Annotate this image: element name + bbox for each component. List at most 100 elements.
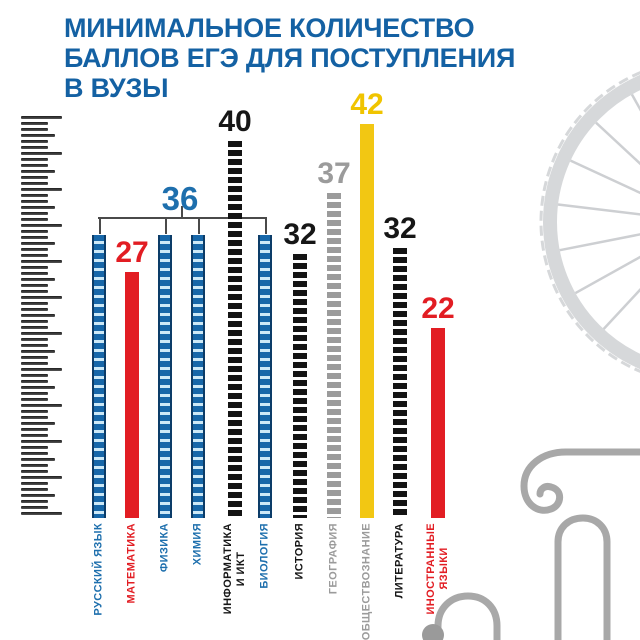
ruler-tick (21, 182, 48, 186)
axis-label-literature: ЛИТЕРАТУРА (393, 523, 406, 599)
ruler-tick (21, 494, 55, 498)
ruler-tick (21, 140, 48, 144)
value-label-literature: 32 (383, 212, 417, 245)
bar-geography (327, 193, 341, 518)
ruler-tick (21, 200, 48, 204)
ruler-tick (21, 272, 48, 276)
ruler-tick (21, 398, 48, 402)
ruler-tick (21, 242, 55, 246)
ruler-tick (21, 152, 62, 156)
bar-mathematics (125, 272, 139, 518)
ruler-tick (21, 146, 48, 150)
title-line-3: В ВУЗЫ (64, 73, 169, 103)
bar-foreign-languages (431, 328, 445, 518)
ruler-tick (21, 446, 48, 450)
wheel-spoke (595, 121, 640, 166)
bar-biology (258, 235, 272, 518)
ruler-tick (21, 224, 62, 228)
ruler-tick (21, 134, 55, 138)
ruler-icon (21, 116, 66, 520)
ruler-tick (21, 170, 55, 174)
wheel-spoke (557, 203, 640, 216)
bar-chemistry (191, 235, 205, 518)
axis-label-history: ИСТОРИЯ (293, 523, 306, 580)
axis-label-geography: ГЕОГРАФИЯ (327, 523, 340, 595)
ruler-tick (21, 236, 48, 240)
ruler-tick (21, 422, 55, 426)
ruler-tick (21, 212, 48, 216)
ruler-tick (21, 482, 48, 486)
ruler-tick (21, 176, 48, 180)
ruler-tick (21, 374, 48, 378)
ruler-tick (21, 326, 48, 330)
wheel-spoke (602, 288, 640, 330)
ruler-tick (21, 248, 48, 252)
ruler-tick (21, 188, 62, 192)
value-label-mathematics: 27 (115, 236, 149, 269)
ruler-tick (21, 338, 48, 342)
bracket-horizontal (98, 217, 266, 219)
bar-physics (158, 235, 172, 518)
bar-social-studies (360, 124, 374, 518)
ruler-tick (21, 392, 48, 396)
axis-label-physics: ФИЗИКА (158, 523, 171, 573)
ruler-tick (21, 158, 48, 162)
ruler-tick (21, 260, 62, 264)
bracket-drop (198, 217, 200, 234)
axis-label-biology: БИОЛОГИЯ (258, 523, 271, 589)
value-label-informatics-ict: 40 (218, 105, 252, 138)
axis-label-russian-language: РУССКИЙ ЯЗЫК (92, 523, 105, 616)
bracket-drop (265, 217, 267, 234)
ruler-tick (21, 302, 48, 306)
wheel-spoke (570, 159, 640, 195)
value-label-social-studies: 42 (350, 88, 384, 121)
ruler-tick (21, 362, 48, 366)
bicycle-wheel-icon (539, 71, 640, 373)
ruler-tick (21, 164, 48, 168)
ruler-tick (21, 314, 55, 318)
value-label-history: 32 (283, 218, 317, 251)
ruler-tick (21, 278, 55, 282)
bracket-drop (165, 217, 167, 234)
ruler-tick (21, 470, 48, 474)
ruler-tick (21, 464, 48, 468)
axis-label-foreign-languages: ИНОСТРАННЫЕ ЯЗЫКИ (425, 523, 450, 615)
wheel-spoke (559, 233, 640, 252)
ruler-tick (21, 230, 48, 234)
ruler-tick (21, 296, 62, 300)
ruler-tick (21, 320, 48, 324)
ruler-tick (21, 284, 48, 288)
ruler-tick (21, 218, 48, 222)
ruler-tick (21, 356, 48, 360)
value-label-group-36: 36 (161, 180, 199, 217)
ruler-tick (21, 254, 48, 258)
ruler-tick (21, 332, 62, 336)
ruler-tick (21, 344, 48, 348)
page-title: МИНИМАЛЬНОЕ КОЛИЧЕСТВО БАЛЛОВ ЕГЭ ДЛЯ ПО… (64, 13, 515, 103)
ruler-tick (21, 386, 55, 390)
bar-literature (393, 248, 407, 518)
axis-label-social-studies: ОБЩЕСТВОЗНАНИЕ (360, 523, 373, 640)
ruler-tick (21, 500, 48, 504)
ruler-tick (21, 194, 48, 198)
bracket-stem (181, 206, 183, 217)
value-label-foreign-languages: 22 (421, 292, 455, 325)
ruler-tick (21, 440, 62, 444)
ruler-tick (21, 434, 48, 438)
ruler-tick (21, 488, 48, 492)
ruler-tick (21, 368, 62, 372)
bar-informatics-ict (228, 141, 242, 518)
axis-label-chemistry: ХИМИЯ (191, 523, 204, 566)
bar-history (293, 254, 307, 518)
ruler-tick (21, 116, 62, 120)
ruler-tick (21, 428, 48, 432)
ruler-tick (21, 476, 62, 480)
ruler-tick (21, 206, 55, 210)
ruler-tick (21, 350, 55, 354)
ruler-tick (21, 128, 48, 132)
wheel-spoke (574, 255, 640, 295)
ruler-tick (21, 452, 48, 456)
